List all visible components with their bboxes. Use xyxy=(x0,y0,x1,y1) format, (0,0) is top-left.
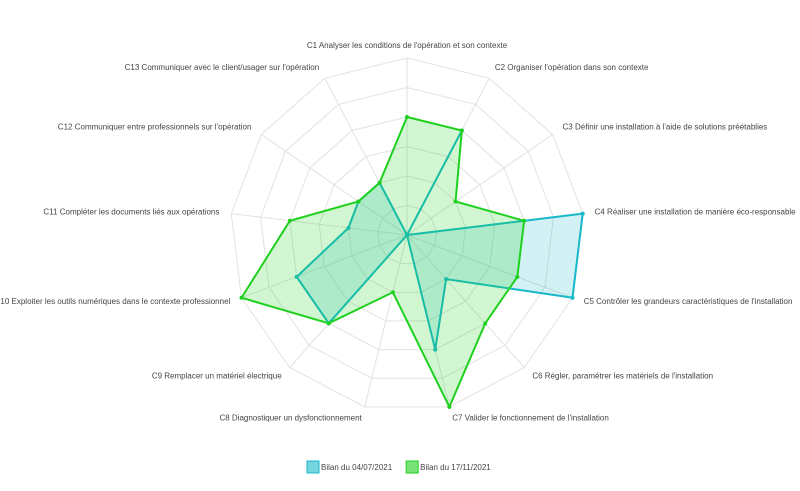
axis-label: C5 Contrôler les grandeurs caractéristiq… xyxy=(584,297,793,306)
grid-spoke xyxy=(406,134,553,236)
data-point xyxy=(405,233,409,237)
grid-ring xyxy=(289,116,525,351)
data-point xyxy=(390,290,395,295)
legend-label: Bilan du 17/11/2021 xyxy=(420,463,491,472)
axis-label: C3 Définir une installation à l'aide de … xyxy=(563,123,768,132)
grid-ring xyxy=(377,204,437,265)
data-point xyxy=(459,128,464,133)
axis-label: C1 Analyser les conditions de l'opératio… xyxy=(307,41,508,50)
data-point xyxy=(447,404,452,409)
data-point xyxy=(433,347,438,352)
axis-label: C7 Valider le fonctionnement de l'instal… xyxy=(452,414,609,423)
data-point xyxy=(522,218,527,223)
grid-ring xyxy=(230,57,584,408)
legend-swatch xyxy=(306,460,320,474)
axis-label: C2 Organiser l'opération dans son contex… xyxy=(495,63,649,72)
data-point xyxy=(570,295,575,300)
series-area xyxy=(239,115,526,410)
axis-label: C9 Remplacer un matériel électrique xyxy=(152,372,282,381)
axis-label: C12 Communiquer entre professionnels sur… xyxy=(58,123,252,132)
data-point xyxy=(377,180,382,185)
legend-item[interactable]: Bilan du 04/07/2021 xyxy=(306,460,393,474)
grid-spoke xyxy=(231,213,408,236)
axis-label: C4 Réaliser une installation de manière … xyxy=(595,207,797,216)
grid-spoke xyxy=(261,134,408,236)
data-point xyxy=(346,225,351,230)
axis-label: C11 Compléter les documents liés aux opé… xyxy=(43,207,219,216)
grid-spoke xyxy=(241,234,408,299)
data-point xyxy=(326,321,331,326)
legend-label: Bilan du 04/07/2021 xyxy=(321,463,393,472)
data-point xyxy=(515,274,520,279)
data-point xyxy=(356,199,361,204)
data-point xyxy=(287,218,292,223)
grid-ring xyxy=(260,86,554,379)
data-point xyxy=(405,115,409,119)
axis-label: C8 Diagnostiquer un dysfonctionnement xyxy=(219,414,362,423)
legend-item[interactable]: Bilan du 17/11/2021 xyxy=(405,460,491,474)
data-point xyxy=(483,321,488,326)
data-point xyxy=(580,211,585,216)
grid-spoke xyxy=(406,234,525,368)
grid-spoke xyxy=(406,234,573,299)
data-point xyxy=(453,199,458,204)
series-area xyxy=(295,130,584,350)
axis-label: C13 Communiquer avec le client/usager su… xyxy=(125,63,320,72)
grid-spoke xyxy=(364,234,408,407)
axis-label: C6 Régler, paramétrer les matériels de l… xyxy=(532,372,713,381)
axis-label: C10 Exploiter les outils numériques dans… xyxy=(0,297,231,306)
data-point xyxy=(294,274,299,279)
data-point xyxy=(239,295,244,300)
legend-swatch xyxy=(405,460,419,474)
data-point xyxy=(444,277,449,282)
